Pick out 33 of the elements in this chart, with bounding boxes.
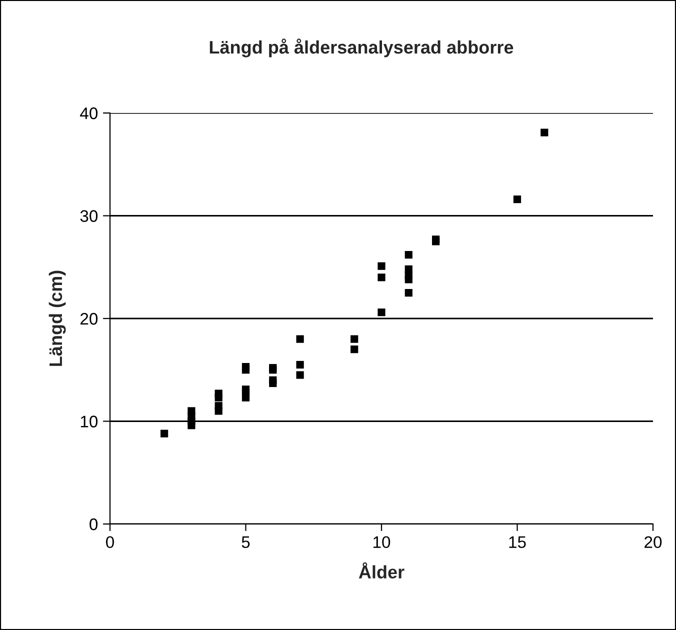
- y-tick-label: 10: [80, 416, 98, 428]
- point: [242, 362, 250, 371]
- point: [242, 386, 250, 394]
- point: [378, 274, 386, 282]
- x-tick-label: 10: [374, 536, 390, 548]
- x-tick-label: 15: [509, 536, 526, 548]
- point: [404, 289, 412, 297]
- y-tick-label: 40: [80, 107, 98, 120]
- point: [214, 402, 222, 410]
- point: [350, 335, 358, 343]
- x-tick-label: 5: [242, 536, 250, 548]
- point: [378, 308, 386, 316]
- point: [404, 250, 412, 259]
- y-tick-label: 30: [80, 210, 98, 222]
- point: [296, 371, 304, 379]
- chart-title: Längd på åldersanalyserad abborre: [210, 38, 514, 58]
- point: [269, 376, 277, 384]
- point: [296, 360, 304, 369]
- point: [188, 407, 196, 415]
- point: [378, 262, 386, 270]
- point: [513, 196, 522, 204]
- x-axis-title: Ålder: [358, 562, 404, 578]
- point: [296, 335, 304, 343]
- y-tick-label: 20: [80, 312, 98, 325]
- y-axis-title: Längd (cm): [48, 270, 66, 366]
- point: [214, 390, 222, 398]
- x-tick-label: 0: [106, 536, 114, 548]
- point: [350, 346, 358, 354]
- point: [404, 265, 412, 273]
- x-tick-label: 20: [644, 536, 662, 548]
- point: [540, 128, 548, 136]
- point: [160, 430, 168, 438]
- y-tick-label: 0: [90, 518, 98, 530]
